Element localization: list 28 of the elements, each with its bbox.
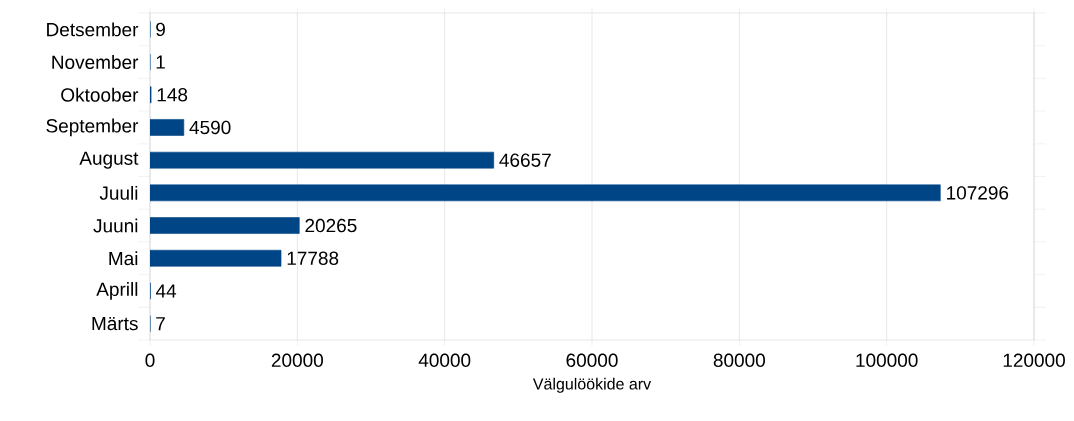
x-tick-label: 80000: [713, 353, 765, 367]
data-label: 148: [157, 88, 188, 102]
y-tick-label: Detsember: [47, 22, 139, 37]
x-tick-label: 120000: [1003, 353, 1065, 367]
y-tick-label: Juuni: [93, 218, 138, 233]
x-tick-label: 100000: [856, 353, 918, 367]
data-label: 7: [156, 317, 165, 331]
data-label: 1: [156, 55, 165, 69]
data-label: 44: [155, 284, 177, 298]
data-label: 9: [156, 22, 165, 37]
y-tick-label: Mai: [109, 251, 138, 266]
x-tick-label: 40000: [418, 353, 471, 367]
y-tick-label: September: [46, 118, 139, 137]
y-tick-label: Oktoober: [61, 87, 139, 102]
x-tick-label: 20000: [271, 353, 323, 367]
data-label: 46657: [499, 153, 551, 167]
x-tick-label: 60000: [566, 353, 618, 367]
x-tick-label: 0: [145, 353, 155, 367]
data-label: 4590: [189, 120, 231, 135]
y-tick-label: August: [79, 151, 139, 169]
y-tick-label: Aprill: [96, 282, 138, 300]
data-label: 17788: [287, 251, 339, 265]
y-tick-label: Juuli: [99, 185, 138, 200]
x-axis-title: Välgulöökide arv: [532, 377, 652, 393]
y-tick-label: November: [52, 55, 139, 70]
y-tick-label: Märts: [92, 317, 138, 331]
data-label: 107296: [947, 186, 1009, 200]
data-label: 20265: [305, 218, 357, 233]
